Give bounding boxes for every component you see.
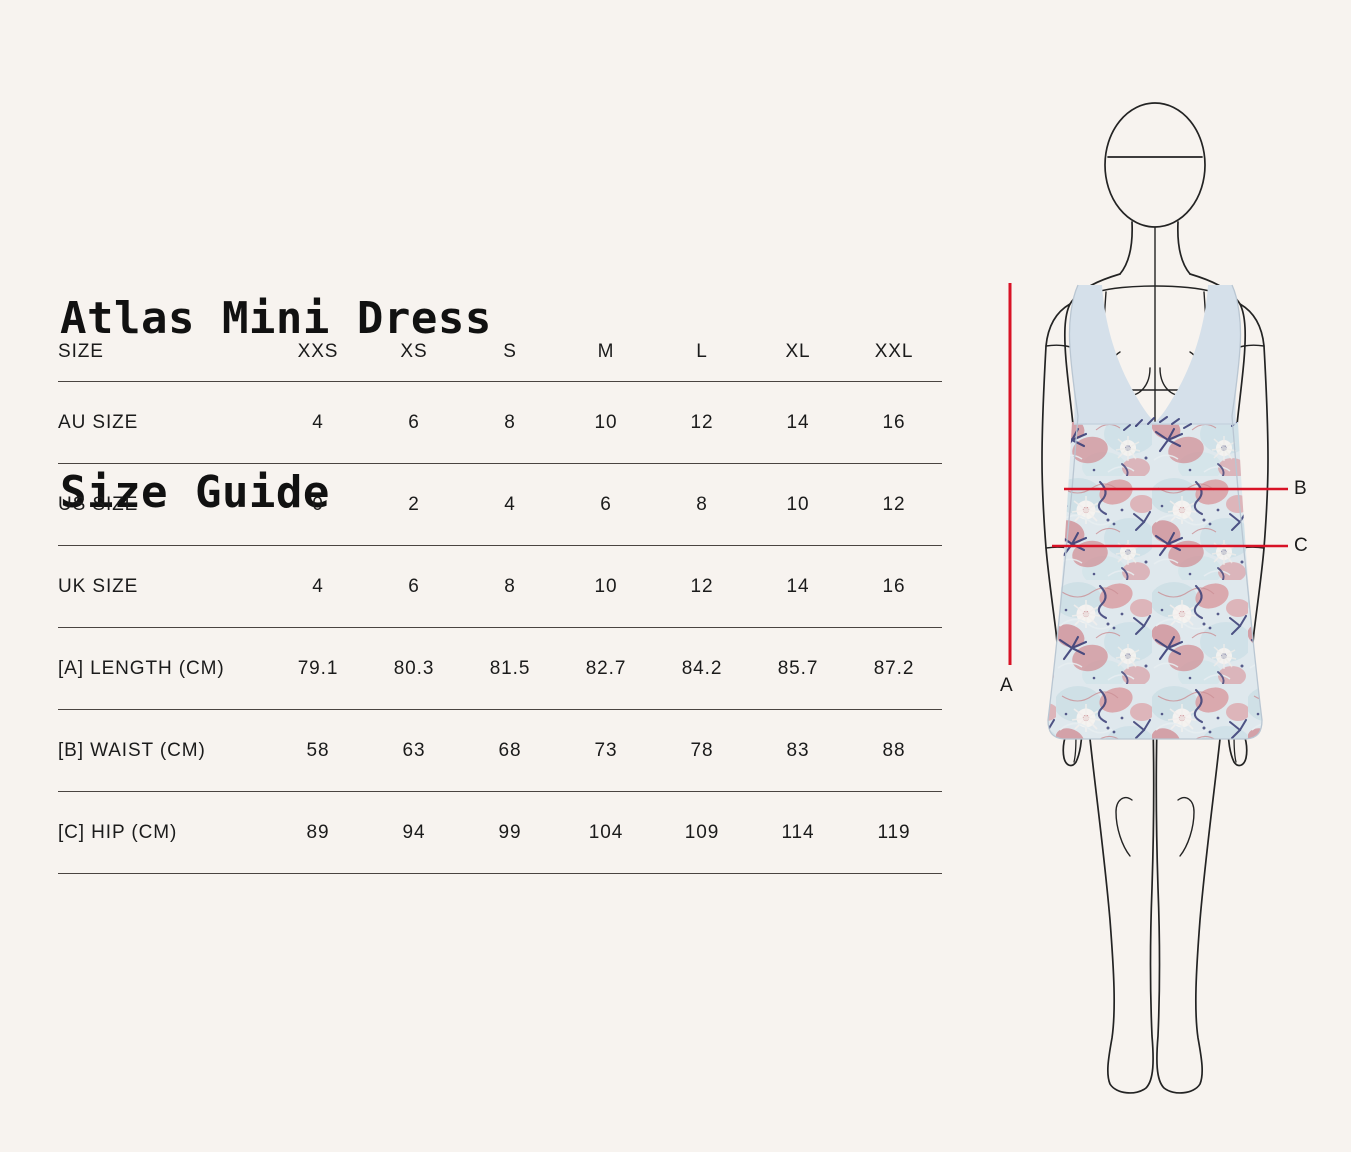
row-label-au-size: AU SIZE [58,411,139,433]
mannequin-shoulder-line [1096,285,1214,293]
page-title-line-1: Atlas Mini Dress [60,293,492,344]
cell-us-xl: 10 [786,493,810,515]
cell-au-xl: 14 [786,411,810,433]
cell-waist-xxs: 58 [306,739,330,761]
table-header-s: S [503,340,517,362]
cell-us-m: 6 [600,493,612,515]
cell-length-s: 81.5 [489,657,531,679]
page-title: Atlas Mini Dress Size Guide [60,174,492,638]
table-header-m: M [597,340,615,362]
mannequin-knee-left [1115,796,1133,857]
cell-hip-xxl: 119 [877,821,911,843]
table-row: UK SIZE 4 6 8 10 12 14 16 [58,546,942,627]
mannequin-knee-right [1177,796,1195,857]
mannequin-figure-svg [1008,102,1288,1094]
cell-length-xs: 80.3 [393,657,435,679]
page-title-line-2: Size Guide [60,467,330,518]
cell-uk-s: 8 [504,575,516,597]
size-chart-table: SIZE XXS XS S M L XL XXL AU SIZE 4 6 8 1… [58,322,942,874]
mannequin-hand-left [1062,725,1083,767]
cell-us-xs: 2 [408,493,420,515]
dress-skirt [1048,422,1262,739]
cell-length-l: 84.2 [681,657,723,679]
cell-length-xl: 85.7 [777,657,819,679]
cell-waist-s: 68 [498,739,522,761]
cell-waist-xl: 83 [786,739,810,761]
cell-waist-l: 78 [690,739,714,761]
measurement-label-b: B [1294,478,1308,499]
cell-waist-xxl: 88 [882,739,906,761]
cell-waist-m: 73 [594,739,618,761]
mannequin-leg-right [1155,719,1223,1094]
mannequin-hand-right [1227,725,1248,767]
table-header-xl: XL [785,340,811,362]
table-divider [58,627,942,628]
dress-outline [1047,284,1263,740]
cell-length-xxs: 79.1 [297,657,339,679]
cell-uk-m: 10 [594,575,618,597]
cell-au-xxs: 4 [312,411,324,433]
cell-au-xs: 6 [408,411,420,433]
row-label-hip: [C] HIP (CM) [58,821,178,843]
cell-uk-l: 12 [690,575,714,597]
cell-us-s: 4 [504,493,516,515]
table-header-xxl: XXL [874,340,914,362]
table-row: US SIZE 0 2 4 6 8 10 12 [58,464,942,545]
garment-illustration: A B C [960,60,1350,1100]
mannequin-neck [1119,221,1134,275]
dress-bodice [1069,285,1241,424]
cell-us-xxs: 0 [312,493,324,515]
row-label-uk-size: UK SIZE [58,575,139,597]
table-divider [58,791,942,792]
cell-hip-m: 104 [588,821,624,843]
row-label-waist: [B] WAIST (CM) [58,739,206,761]
cell-length-xxl: 87.2 [873,657,915,679]
cell-hip-xl: 114 [781,821,815,843]
cell-uk-xxs: 4 [312,575,324,597]
garment-dress [1047,284,1263,740]
cell-length-m: 82.7 [585,657,627,679]
cell-hip-xxs: 89 [306,821,330,843]
row-label-length: [A] LENGTH (CM) [58,657,225,679]
table-row: [C] HIP (CM) 89 94 99 104 109 114 119 [58,792,942,873]
row-label-us-size: US SIZE [58,493,139,515]
cell-uk-xl: 14 [786,575,810,597]
cell-hip-xs: 94 [402,821,426,843]
dress-seam-sequins [1123,416,1192,431]
table-header-row: SIZE XXS XS S M L XL XXL [58,322,942,381]
table-divider [58,709,942,710]
cell-au-m: 10 [594,411,618,433]
cell-waist-xs: 63 [402,739,426,761]
table-divider [58,381,942,382]
table-header-xxs: XXS [297,340,339,362]
table-header-xs: XS [400,340,428,362]
cell-us-xxl: 12 [882,493,906,515]
table-divider [58,463,942,464]
cell-uk-xs: 6 [408,575,420,597]
table-row: AU SIZE 4 6 8 10 12 14 16 [58,382,942,463]
cell-hip-s: 99 [498,821,522,843]
table-row: [B] WAIST (CM) 58 63 68 73 78 83 88 [58,710,942,791]
cell-au-l: 12 [690,411,714,433]
mannequin-head [1104,102,1206,228]
table-header-size-label: SIZE [58,340,104,362]
mannequin-leg-left [1087,719,1155,1094]
measurement-label-c: C [1294,535,1309,556]
table-header-l: L [696,340,708,362]
cell-hip-l: 109 [684,821,720,843]
table-row: [A] LENGTH (CM) 79.1 80.3 81.5 82.7 84.2… [58,628,942,709]
cell-uk-xxl: 16 [882,575,906,597]
cell-au-xxl: 16 [882,411,906,433]
measurement-label-a: A [1000,675,1014,696]
table-divider [58,545,942,546]
measurement-markers [1008,283,1288,665]
cell-us-l: 8 [696,493,708,515]
table-divider [58,873,942,874]
cell-au-s: 8 [504,411,516,433]
